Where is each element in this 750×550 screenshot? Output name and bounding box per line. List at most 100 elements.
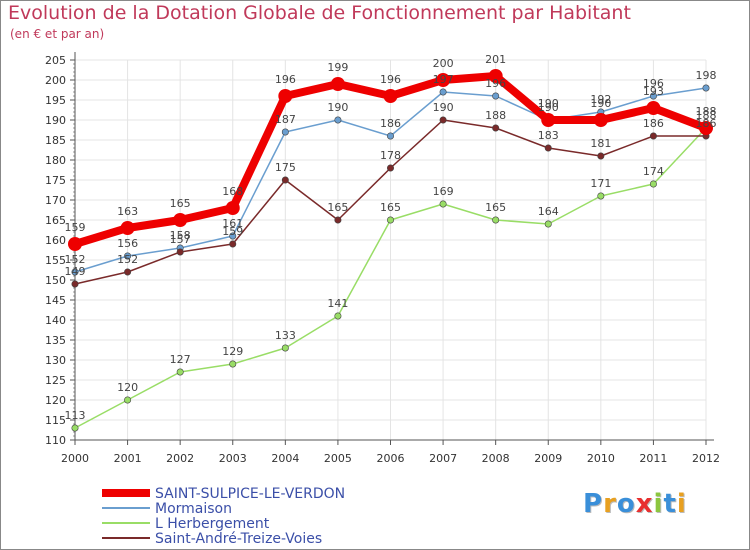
x-tick-label: 2007 <box>429 452 457 465</box>
data-label: 159 <box>65 221 86 234</box>
data-label: 200 <box>433 57 454 70</box>
data-point <box>229 232 237 240</box>
data-label: 196 <box>485 77 506 90</box>
x-tick-label: 2012 <box>692 452 720 465</box>
y-tick-label: 135 <box>45 334 66 347</box>
x-tick-label: 2005 <box>324 452 352 465</box>
data-label: 133 <box>275 329 296 342</box>
x-tick-label: 2004 <box>271 452 299 465</box>
y-tick-label: 150 <box>45 274 66 287</box>
logo-letter: o <box>616 489 636 519</box>
data-label: 196 <box>643 77 664 90</box>
data-point <box>71 424 79 432</box>
data-point <box>492 124 500 132</box>
data-label: 174 <box>643 165 664 178</box>
data-label: 190 <box>538 97 559 110</box>
data-label: 129 <box>222 345 243 358</box>
data-point <box>541 113 556 127</box>
data-point <box>597 192 605 200</box>
data-point <box>439 200 447 208</box>
data-label: 159 <box>222 225 243 238</box>
data-point <box>699 121 713 135</box>
data-label: 171 <box>590 177 611 190</box>
data-point <box>492 216 500 224</box>
data-label: 168 <box>222 185 243 198</box>
data-point <box>383 89 398 103</box>
data-point <box>124 396 132 404</box>
y-tick-label: 160 <box>45 234 66 247</box>
data-label: 164 <box>538 205 559 218</box>
data-label: 190 <box>433 101 454 114</box>
data-label: 190 <box>538 101 559 114</box>
data-point <box>281 344 289 352</box>
data-point <box>597 152 605 160</box>
data-label: 190 <box>327 101 348 114</box>
data-label: 198 <box>696 69 717 82</box>
data-point <box>71 268 79 276</box>
data-point <box>702 84 710 92</box>
y-tick-label: 155 <box>45 254 66 267</box>
data-point <box>593 113 608 127</box>
logo-letter: x <box>635 489 654 519</box>
logo-letter: r <box>603 489 617 519</box>
data-point <box>649 132 657 140</box>
y-tick-label: 185 <box>45 134 66 147</box>
data-label: 188 <box>696 105 717 118</box>
x-tick-label: 2009 <box>534 452 562 465</box>
data-point <box>649 92 657 100</box>
data-label: 175 <box>275 161 296 174</box>
logo-letter: i <box>676 489 687 519</box>
data-point <box>386 132 394 140</box>
data-label: 127 <box>170 353 191 366</box>
data-point <box>229 240 237 248</box>
y-tick-label: 195 <box>45 94 66 107</box>
data-label: 178 <box>380 149 401 162</box>
data-label: 193 <box>643 85 664 98</box>
data-point <box>544 144 552 152</box>
data-point <box>386 216 394 224</box>
legend-label-l-herbergement: L Herbergement <box>155 516 270 532</box>
y-tick-label: 165 <box>45 214 66 227</box>
chart-subtitle: (en € et par an) <box>10 27 105 41</box>
data-label: 152 <box>65 253 86 266</box>
y-tick-label: 145 <box>45 294 66 307</box>
data-label: 196 <box>380 73 401 86</box>
data-label: 181 <box>590 137 611 150</box>
data-point <box>176 248 184 256</box>
data-point <box>334 116 342 124</box>
legend-label-mormaison: Mormaison <box>155 501 232 517</box>
y-tick-label: 200 <box>45 74 66 87</box>
data-label: 192 <box>590 93 611 106</box>
data-label: 113 <box>65 409 86 422</box>
data-label: 156 <box>117 237 138 250</box>
data-point <box>281 128 289 136</box>
data-label: 165 <box>170 197 191 210</box>
data-label: 187 <box>275 113 296 126</box>
data-label: 141 <box>327 297 348 310</box>
data-point <box>71 280 79 288</box>
data-point <box>330 77 345 91</box>
data-point <box>278 89 293 103</box>
data-point <box>646 101 661 115</box>
data-point <box>176 368 184 376</box>
data-point <box>124 268 132 276</box>
data-point <box>173 213 188 227</box>
data-point <box>68 237 82 251</box>
x-tick-label: 2003 <box>219 452 247 465</box>
data-point <box>386 164 394 172</box>
data-label: 186 <box>380 117 401 130</box>
x-tick-label: 2011 <box>639 452 667 465</box>
data-point <box>124 252 132 260</box>
data-label: 161 <box>222 217 243 230</box>
chart-title: Evolution de la Dotation Globale de Fonc… <box>8 2 631 24</box>
series-l-herbergement <box>71 124 710 432</box>
series-saint-andr-treize-voies <box>71 116 710 288</box>
data-label: 188 <box>485 109 506 122</box>
data-label: 183 <box>538 129 559 142</box>
data-point <box>439 88 447 96</box>
y-tick-label: 175 <box>45 174 66 187</box>
data-label: 169 <box>433 185 454 198</box>
x-tick-label: 2006 <box>377 452 405 465</box>
